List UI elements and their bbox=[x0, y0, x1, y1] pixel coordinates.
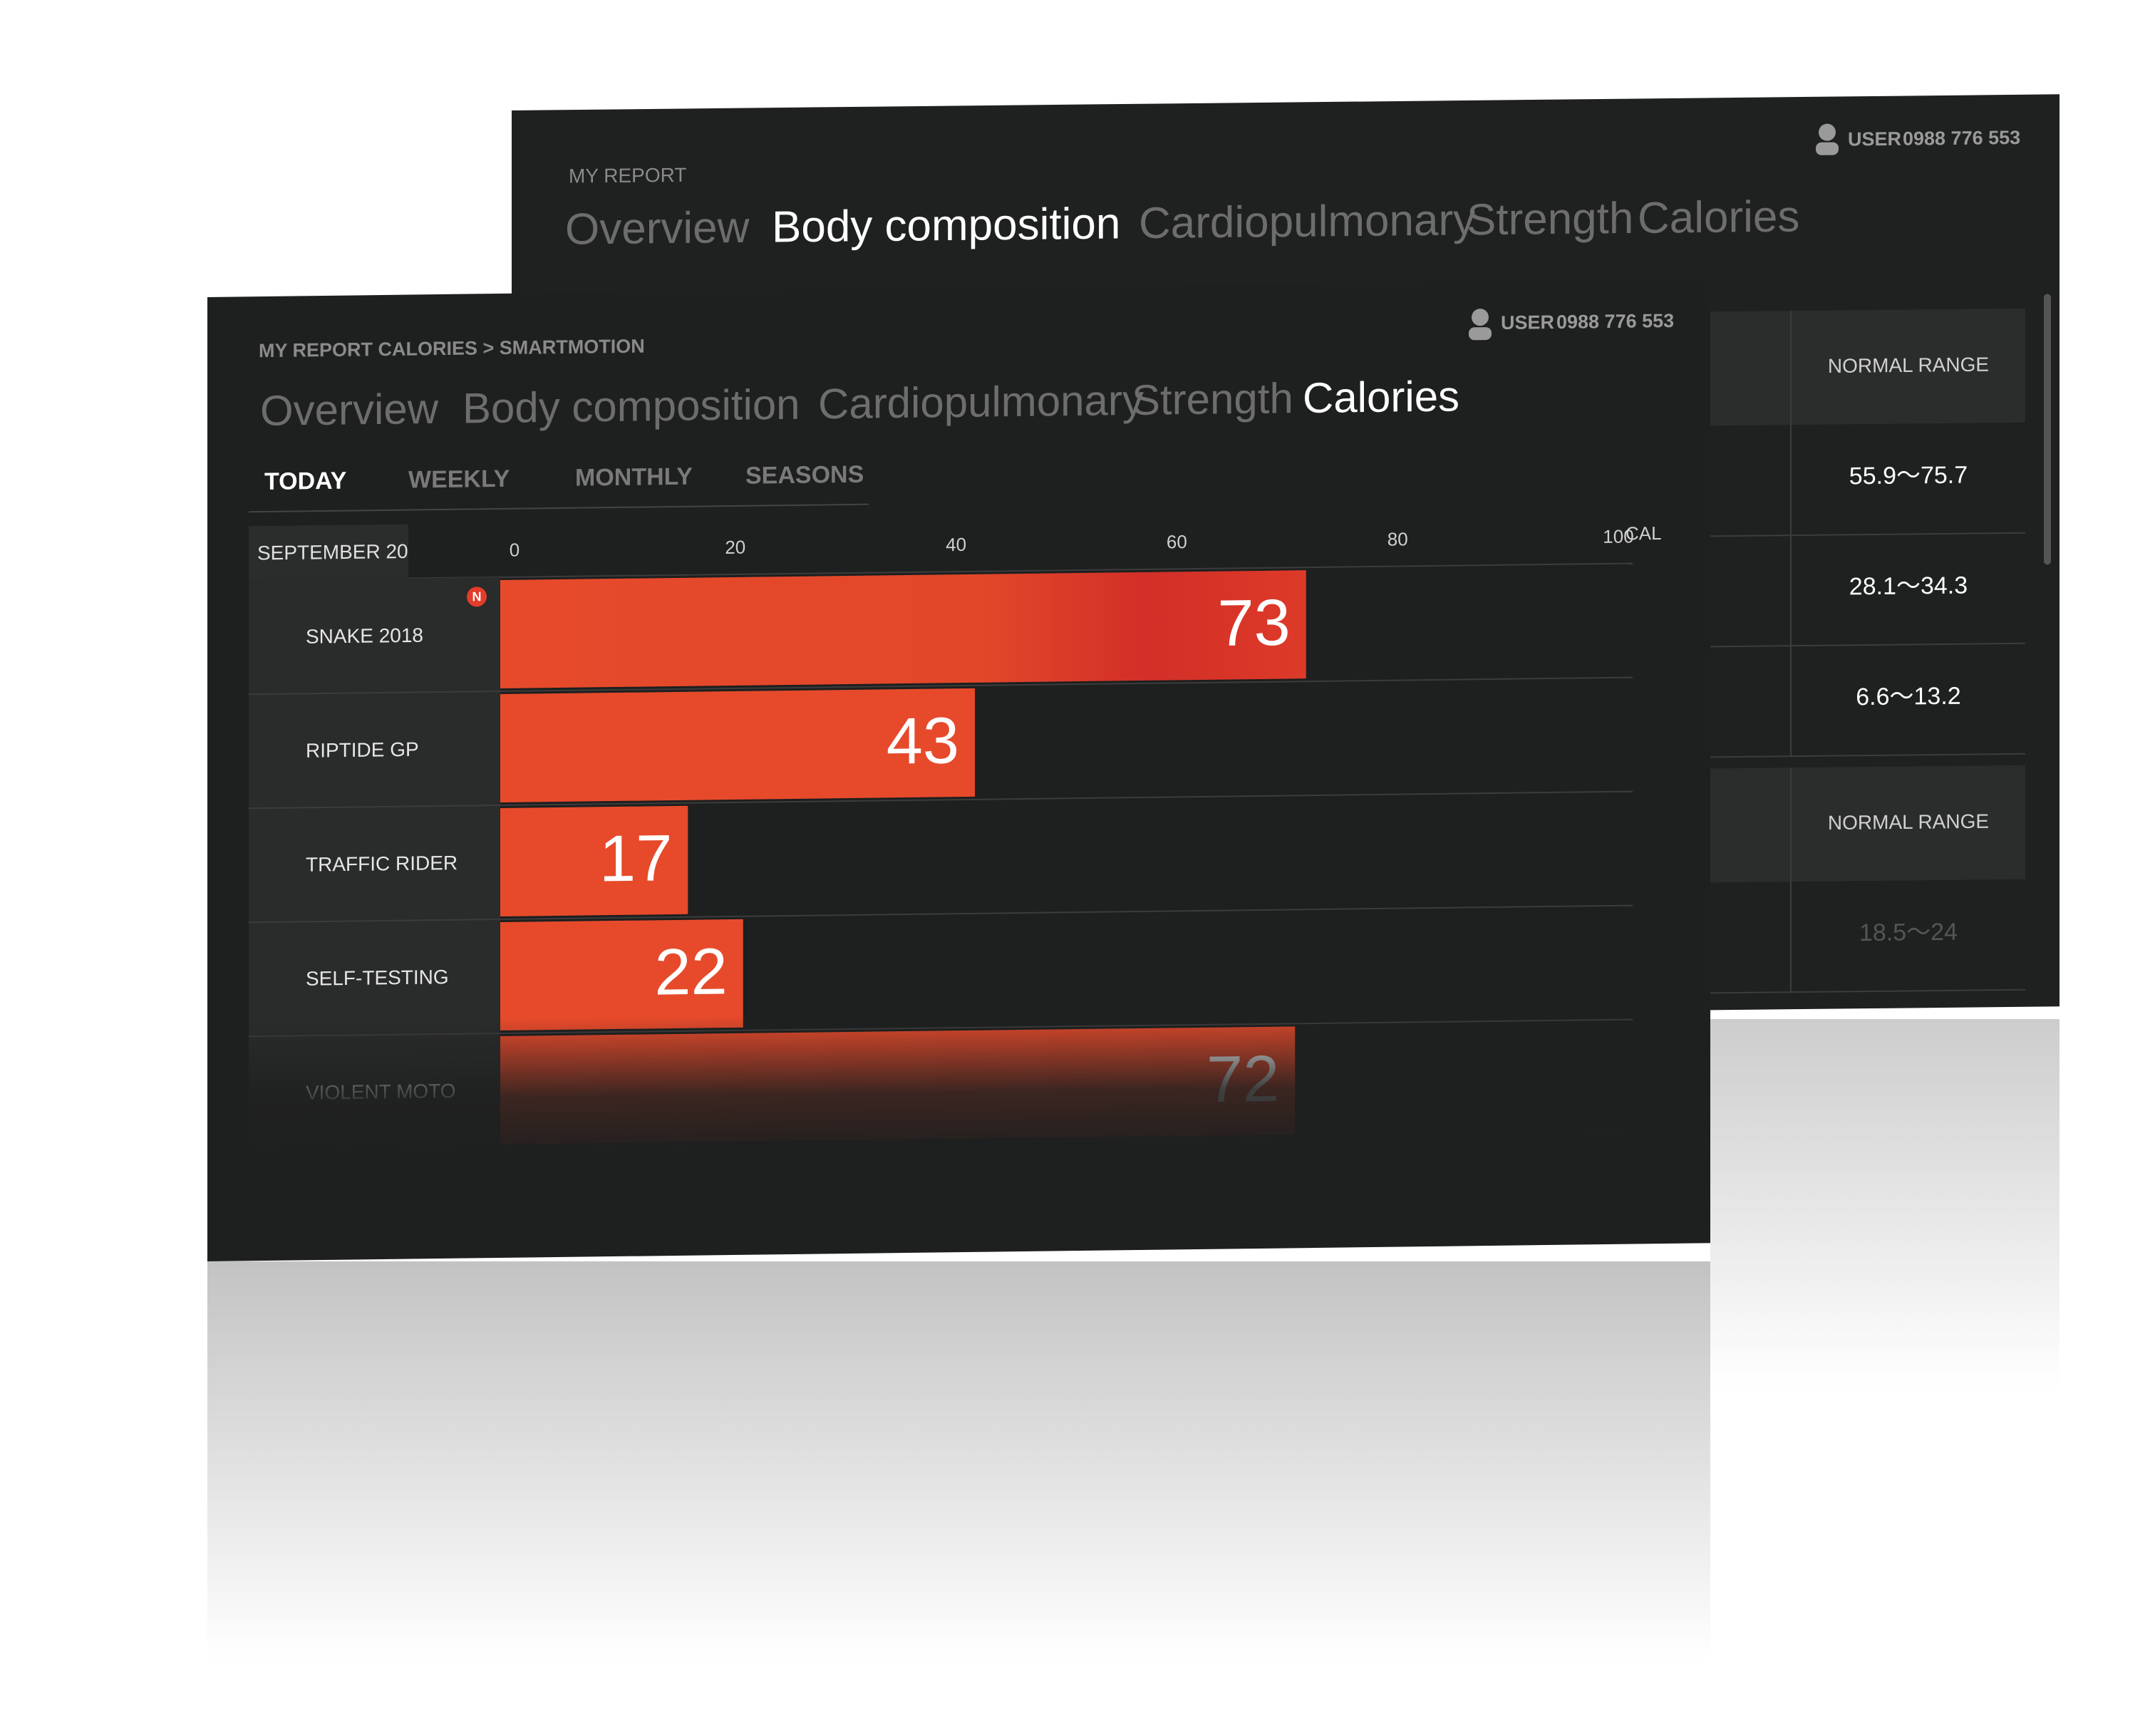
user-label: USER bbox=[1848, 128, 1901, 150]
row-line bbox=[1710, 642, 2025, 648]
table-header bbox=[1710, 308, 2025, 426]
category-label: SELF-TESTING bbox=[306, 966, 449, 989]
period-tab: MONTHLY bbox=[575, 463, 693, 492]
tab: Strength bbox=[1467, 194, 1633, 244]
user-id: 0988 776 553 bbox=[1903, 127, 2020, 150]
breadcrumb: MY REPORT bbox=[569, 164, 686, 187]
user-icon bbox=[1472, 309, 1489, 326]
table-header-label: NORMAL RANGE bbox=[1828, 810, 1989, 834]
tab: Body composition bbox=[462, 381, 800, 433]
bar bbox=[500, 688, 976, 802]
category-label: RIPTIDE GP bbox=[306, 738, 419, 762]
tab: Cardiopulmonary bbox=[818, 376, 1144, 428]
label-column bbox=[249, 577, 500, 1151]
x-tick-label: 60 bbox=[1167, 531, 1187, 552]
tab: Calories bbox=[1638, 192, 1799, 242]
tab: Overview bbox=[260, 385, 439, 435]
front-screen: MY REPORT CALORIES > SMARTMOTION Overview… bbox=[207, 279, 1710, 1261]
x-tick-label: 80 bbox=[1387, 528, 1408, 549]
reflection bbox=[207, 1261, 1710, 1660]
table-header-label: NORMAL RANGE bbox=[1828, 353, 1989, 377]
date: SEPTEMBER 20 bbox=[257, 540, 408, 564]
badge-label: N bbox=[472, 589, 482, 604]
user-icon bbox=[1816, 142, 1839, 155]
x-tick-label: 0 bbox=[510, 539, 520, 561]
bar bbox=[500, 570, 1306, 688]
x-tick-label: 20 bbox=[725, 537, 745, 558]
table-header bbox=[1710, 765, 2025, 883]
period-underline bbox=[249, 503, 869, 513]
tab: Body composition bbox=[772, 199, 1120, 252]
row-line bbox=[249, 676, 1633, 696]
period-tab: TODAY bbox=[264, 467, 347, 495]
row-line bbox=[249, 904, 1633, 924]
bar bbox=[500, 805, 688, 916]
scrollbar bbox=[2044, 294, 2051, 565]
breadcrumb: MY REPORT CALORIES > SMARTMOTION bbox=[259, 336, 645, 362]
fade-overlay bbox=[207, 1004, 1710, 1165]
user-icon bbox=[1469, 327, 1492, 341]
tab: Overview bbox=[565, 203, 750, 254]
value-label: 17 bbox=[599, 822, 672, 895]
category-label: TRAFFIC RIDER bbox=[306, 852, 458, 876]
x-tick-label: 40 bbox=[946, 534, 966, 555]
x-axis-unit: CAL bbox=[1626, 522, 1662, 544]
row-line bbox=[1710, 753, 2025, 758]
user-icon bbox=[1819, 123, 1836, 141]
tab: Calories bbox=[1303, 372, 1459, 422]
table-cell: 6.6～13.2 bbox=[1856, 683, 1960, 711]
value-label: 22 bbox=[654, 935, 727, 1008]
user-id: 0988 776 553 bbox=[1556, 310, 1674, 333]
table-cell: 28.1～34.3 bbox=[1849, 572, 1968, 601]
table-cell: 18.5～24 bbox=[1859, 919, 1958, 946]
period-tab: SEASONS bbox=[745, 461, 864, 490]
bar bbox=[500, 919, 743, 1030]
value-label: 43 bbox=[887, 704, 959, 777]
axis-line bbox=[408, 562, 1633, 579]
date-cell bbox=[249, 524, 408, 581]
x-tick-label: 100 bbox=[1603, 525, 1633, 547]
user-label: USER bbox=[1501, 311, 1554, 334]
row-line bbox=[1710, 532, 2025, 537]
table-cell: 55.9～75.7 bbox=[1849, 462, 1968, 490]
category-label: SNAKE 2018 bbox=[306, 624, 423, 648]
row-line bbox=[1710, 988, 2025, 994]
tab: Strength bbox=[1132, 374, 1293, 424]
badge bbox=[467, 587, 487, 607]
row-line bbox=[249, 790, 1633, 810]
reflection bbox=[1710, 1019, 2059, 1390]
period-tab: WEEKLY bbox=[408, 465, 510, 494]
tab: Cardiopulmonary bbox=[1139, 195, 1475, 248]
value-label: 73 bbox=[1217, 587, 1290, 660]
